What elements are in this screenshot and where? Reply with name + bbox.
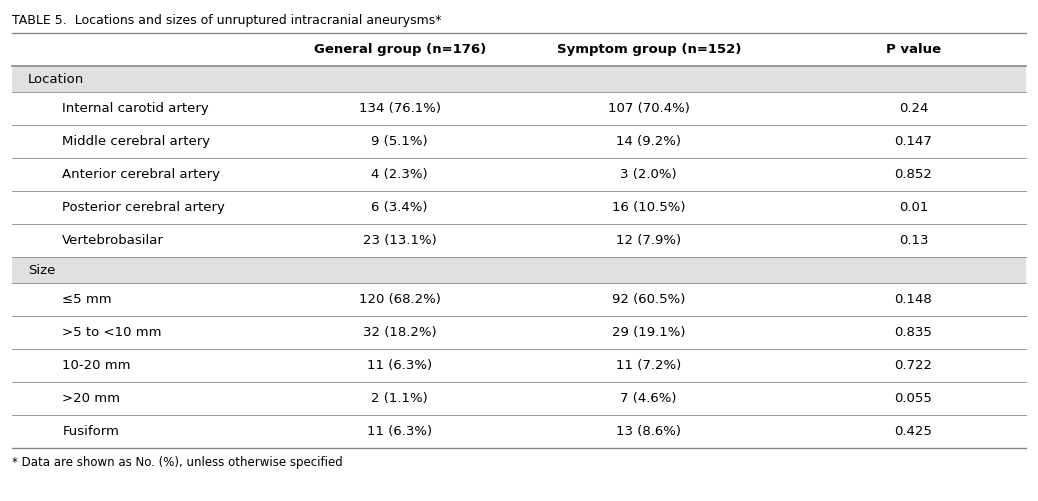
Text: 10-20 mm: 10-20 mm — [62, 359, 131, 372]
Bar — [12, 224, 1026, 257]
Text: 11 (6.3%): 11 (6.3%) — [367, 359, 432, 372]
Text: Posterior cerebral artery: Posterior cerebral artery — [62, 201, 225, 214]
Text: Middle cerebral artery: Middle cerebral artery — [62, 135, 211, 148]
Text: 4 (2.3%): 4 (2.3%) — [372, 168, 428, 181]
Text: 6 (3.4%): 6 (3.4%) — [372, 201, 428, 214]
Bar — [12, 66, 1026, 92]
Text: 0.13: 0.13 — [899, 234, 928, 247]
Text: Location: Location — [28, 73, 84, 86]
Text: ≤5 mm: ≤5 mm — [62, 293, 112, 306]
Text: Vertebrobasilar: Vertebrobasilar — [62, 234, 164, 247]
Text: Anterior cerebral artery: Anterior cerebral artery — [62, 168, 220, 181]
Text: General group (n=176): General group (n=176) — [313, 43, 486, 56]
Text: TABLE 5.  Locations and sizes of unruptured intracranial aneurysms*: TABLE 5. Locations and sizes of unruptur… — [12, 14, 442, 27]
Text: 0.24: 0.24 — [899, 102, 928, 115]
Text: * Data are shown as No. (%), unless otherwise specified: * Data are shown as No. (%), unless othe… — [12, 456, 344, 469]
Bar — [12, 125, 1026, 158]
Bar — [12, 257, 1026, 283]
Text: 120 (68.2%): 120 (68.2%) — [359, 293, 440, 306]
Bar — [12, 158, 1026, 191]
Text: >5 to <10 mm: >5 to <10 mm — [62, 326, 162, 339]
Text: P value: P value — [885, 43, 941, 56]
Text: Size: Size — [28, 264, 55, 277]
Text: 0.01: 0.01 — [899, 201, 928, 214]
Text: >20 mm: >20 mm — [62, 392, 120, 405]
Bar — [12, 382, 1026, 415]
Text: 29 (19.1%): 29 (19.1%) — [612, 326, 685, 339]
Text: 0.835: 0.835 — [895, 326, 932, 339]
Text: Internal carotid artery: Internal carotid artery — [62, 102, 209, 115]
Text: 3 (2.0%): 3 (2.0%) — [621, 168, 677, 181]
Text: 9 (5.1%): 9 (5.1%) — [372, 135, 428, 148]
Bar — [12, 191, 1026, 224]
Text: 134 (76.1%): 134 (76.1%) — [359, 102, 440, 115]
Text: 11 (6.3%): 11 (6.3%) — [367, 425, 432, 438]
Bar — [12, 415, 1026, 448]
Text: 92 (60.5%): 92 (60.5%) — [612, 293, 685, 306]
Text: 13 (8.6%): 13 (8.6%) — [617, 425, 681, 438]
Bar — [12, 92, 1026, 125]
Text: 107 (70.4%): 107 (70.4%) — [608, 102, 689, 115]
Text: 0.425: 0.425 — [895, 425, 932, 438]
Text: 14 (9.2%): 14 (9.2%) — [617, 135, 681, 148]
Text: Symptom group (n=152): Symptom group (n=152) — [556, 43, 741, 56]
Bar — [12, 349, 1026, 382]
Text: 2 (1.1%): 2 (1.1%) — [372, 392, 428, 405]
Text: 23 (13.1%): 23 (13.1%) — [362, 234, 437, 247]
Text: 11 (7.2%): 11 (7.2%) — [617, 359, 681, 372]
Text: 0.148: 0.148 — [895, 293, 932, 306]
Text: 12 (7.9%): 12 (7.9%) — [617, 234, 681, 247]
Text: 32 (18.2%): 32 (18.2%) — [363, 326, 436, 339]
Text: Fusiform: Fusiform — [62, 425, 119, 438]
Text: 0.055: 0.055 — [895, 392, 932, 405]
Text: 0.852: 0.852 — [895, 168, 932, 181]
Text: 0.147: 0.147 — [895, 135, 932, 148]
Text: 7 (4.6%): 7 (4.6%) — [621, 392, 677, 405]
Bar — [12, 283, 1026, 316]
Bar — [12, 316, 1026, 349]
Text: 16 (10.5%): 16 (10.5%) — [612, 201, 685, 214]
Text: 0.722: 0.722 — [895, 359, 932, 372]
